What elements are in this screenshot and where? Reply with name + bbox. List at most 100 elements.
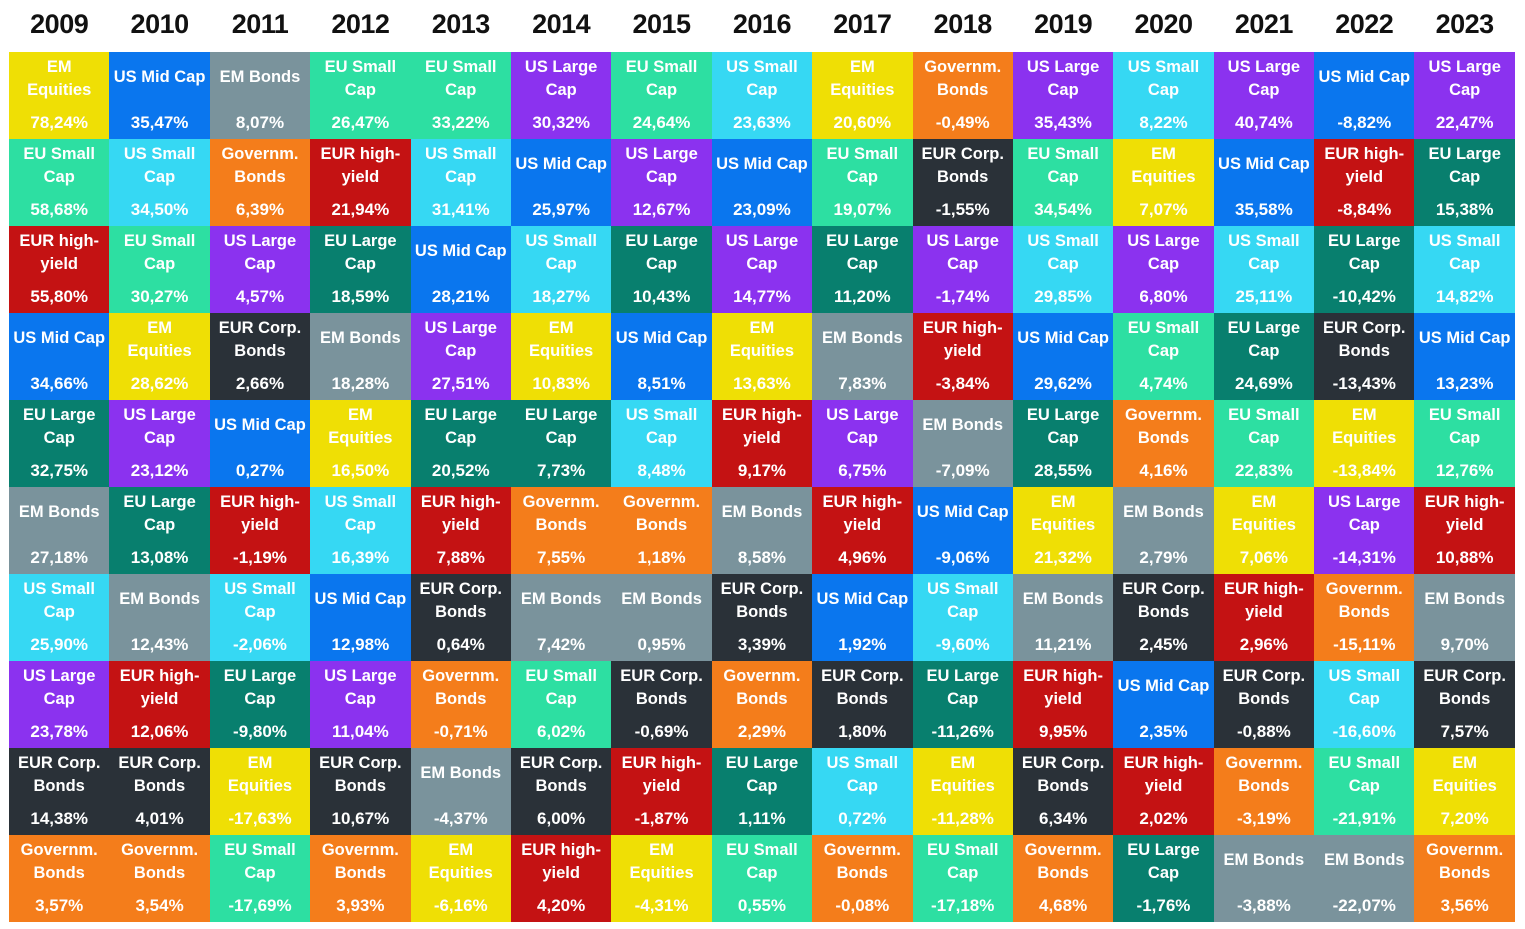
return-value: 7,83% xyxy=(838,374,887,393)
asset-label: Governm. Bonds xyxy=(522,493,600,534)
asset-cell: US Large Cap 4,57% xyxy=(209,226,311,313)
return-value: 7,73% xyxy=(537,461,586,480)
return-value: 2,02% xyxy=(1139,809,1188,828)
year-header: 2017 xyxy=(833,8,892,39)
return-value: -16,60% xyxy=(1332,722,1396,741)
return-value: -8,84% xyxy=(1337,200,1392,219)
return-value: 12,43% xyxy=(130,635,189,654)
asset-label: EUR high-yield xyxy=(19,232,100,273)
asset-label: EU Small Cap xyxy=(1428,406,1501,447)
return-value: 55,80% xyxy=(30,287,89,306)
asset-label: EM Bonds xyxy=(420,764,502,782)
return-value: -0,49% xyxy=(935,113,990,132)
asset-cell: EUR Corp. Bonds -13,43% xyxy=(1314,313,1415,400)
asset-label: EM Equities xyxy=(227,754,293,795)
return-value: 9,95% xyxy=(1039,722,1088,741)
asset-label: US Large Cap xyxy=(826,406,899,447)
asset-cell: EM Bonds 7,83% xyxy=(812,313,913,400)
asset-cell: US Small Cap 8,22% xyxy=(1113,52,1214,139)
asset-cell: EU Small Cap 33,22% xyxy=(410,52,511,139)
asset-label: EM Bonds xyxy=(219,68,301,86)
asset-cell: US Small Cap 29,85% xyxy=(1012,226,1114,313)
asset-cell: US Mid Cap 28,21% xyxy=(410,226,511,313)
return-value: 18,59% xyxy=(331,287,390,306)
asset-cell: US Mid Cap 34,66% xyxy=(9,313,110,400)
asset-cell: EU Small Cap 58,68% xyxy=(9,139,110,226)
year-header: 2023 xyxy=(1435,8,1495,39)
asset-cell: US Large Cap 11,04% xyxy=(310,661,411,748)
asset-label: EU Large Cap xyxy=(123,493,196,534)
asset-cell: US Mid Cap -9,06% xyxy=(912,487,1013,574)
asset-label: US Small Cap xyxy=(23,580,95,621)
asset-label: US Large Cap xyxy=(424,319,497,360)
asset-label: US Small Cap xyxy=(224,580,296,621)
return-value: 7,55% xyxy=(537,548,586,567)
asset-cell: EUR high-yield 9,95% xyxy=(1012,661,1114,748)
asset-cell: US Large Cap -14,31% xyxy=(1314,487,1415,574)
asset-cell: US Large Cap -1,74% xyxy=(912,226,1013,313)
asset-label: EU Large Cap xyxy=(1428,145,1501,186)
asset-cell: EUR high-yield 21,94% xyxy=(310,139,411,226)
asset-cell: EUR high-yield 4,20% xyxy=(510,835,612,922)
return-value: 8,22% xyxy=(1139,113,1188,132)
asset-label: US Small Cap xyxy=(826,754,899,795)
asset-label: EUR high-yield xyxy=(1424,493,1505,534)
return-value: 4,16% xyxy=(1139,461,1188,480)
asset-label: EUR high-yield xyxy=(722,406,802,447)
asset-label: EM Equities xyxy=(529,319,594,360)
asset-cell: EM Bonds 11,21% xyxy=(1012,574,1114,661)
return-value: 2,29% xyxy=(737,722,787,741)
asset-label: US Small Cap xyxy=(1428,232,1501,273)
return-value: 28,21% xyxy=(431,287,490,306)
return-value: -0,71% xyxy=(433,722,488,741)
asset-cell: US Mid Cap 35,58% xyxy=(1213,139,1315,226)
return-value: 29,85% xyxy=(1034,287,1092,306)
asset-label: EM Equities xyxy=(830,58,895,99)
asset-cell: EM Bonds 8,07% xyxy=(209,52,311,139)
asset-cell: Governm. Bonds 3,54% xyxy=(109,835,210,922)
asset-label: EUR Corp. Bonds xyxy=(319,754,402,795)
asset-cell: US Small Cap 18,27% xyxy=(510,226,612,313)
return-value: 2,79% xyxy=(1139,548,1188,567)
asset-cell: EU Large Cap -10,42% xyxy=(1314,226,1415,313)
asset-cell: EU Large Cap 10,43% xyxy=(611,226,712,313)
asset-label: EM Equities xyxy=(127,319,192,360)
return-value: 4,57% xyxy=(235,287,285,306)
asset-cell: Governm. Bonds 3,57% xyxy=(9,835,110,922)
return-value: 4,01% xyxy=(135,809,184,828)
asset-label: Governm. Bonds xyxy=(823,841,901,882)
asset-cell: EU Large Cap -1,76% xyxy=(1113,835,1214,922)
asset-cell: EM Bonds 27,18% xyxy=(9,487,110,574)
asset-label: EUR high-yield xyxy=(1023,667,1103,708)
asset-label: EU Large Cap xyxy=(223,667,297,708)
asset-cell: Governm. Bonds 6,39% xyxy=(209,139,311,226)
return-value: 7,20% xyxy=(1440,809,1489,828)
asset-cell: US Small Cap 25,90% xyxy=(9,574,110,661)
return-value: -9,60% xyxy=(935,635,990,654)
year-header: 2019 xyxy=(1034,8,1093,39)
asset-label: EU Large Cap xyxy=(1328,232,1401,273)
asset-cell: EUR high-yield 4,96% xyxy=(812,487,913,574)
asset-label: EUR Corp. Bonds xyxy=(620,667,703,708)
return-value: 23,12% xyxy=(130,461,189,480)
asset-cell: US Large Cap 14,77% xyxy=(711,226,813,313)
asset-label: EU Large Cap xyxy=(1227,319,1301,360)
asset-cell: EUR Corp. Bonds 2,45% xyxy=(1113,574,1214,661)
asset-cell: Governm. Bonds 3,93% xyxy=(310,835,411,922)
return-value: 13,08% xyxy=(130,548,189,567)
asset-label: Governm. Bonds xyxy=(20,841,98,882)
asset-label: US Large Cap xyxy=(1026,58,1100,99)
asset-cell: EM Equities -4,31% xyxy=(611,835,712,922)
asset-cell: EU Small Cap 4,74% xyxy=(1113,313,1214,400)
asset-cell: EM Equities 16,50% xyxy=(310,400,411,487)
return-value: 4,74% xyxy=(1139,374,1188,393)
asset-cell: EUR high-yield 12,06% xyxy=(109,661,210,748)
asset-cell: US Large Cap 6,80% xyxy=(1113,226,1214,313)
year-header: 2018 xyxy=(933,8,993,39)
asset-label: EUR Corp. Bonds xyxy=(1021,754,1105,795)
year-header: 2016 xyxy=(732,8,792,39)
asset-label: Governm. Bonds xyxy=(924,58,1002,99)
asset-label: EUR high-yield xyxy=(1324,145,1405,186)
asset-label: EU Small Cap xyxy=(1027,145,1099,186)
return-value: 34,54% xyxy=(1034,200,1092,219)
